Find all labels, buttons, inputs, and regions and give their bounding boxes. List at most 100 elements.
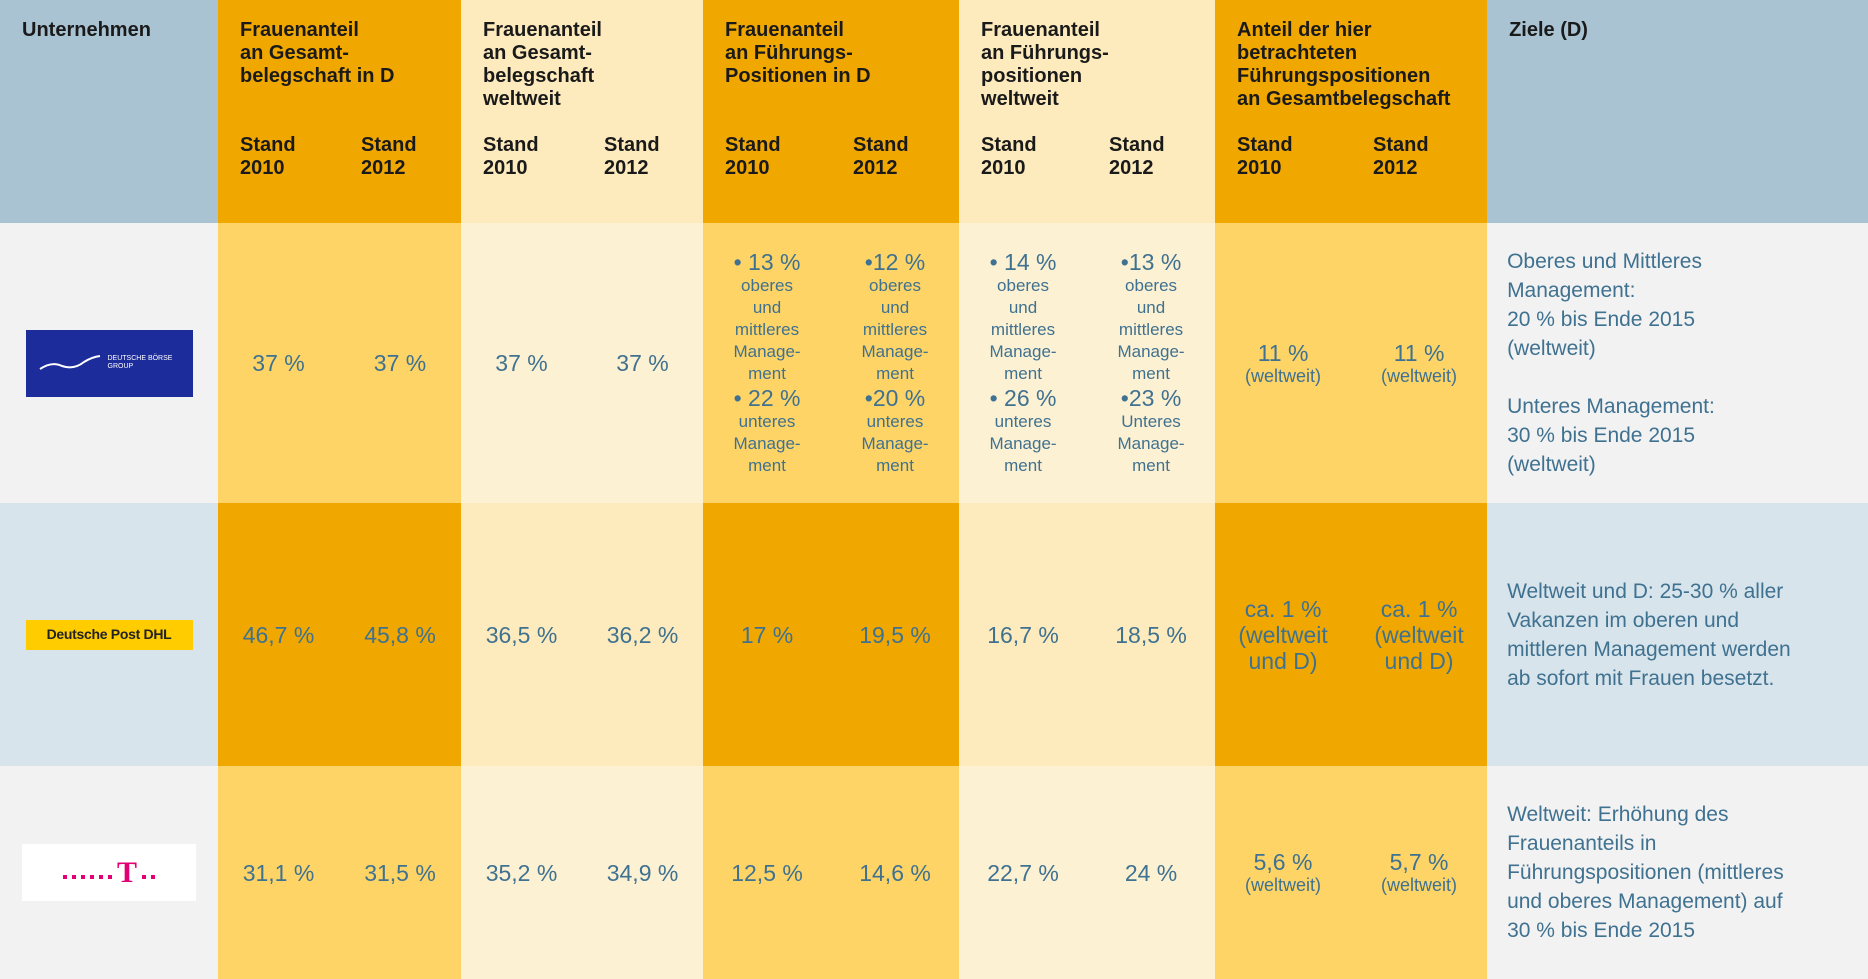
value: 36,2 %	[606, 621, 679, 648]
value: 14,6 %	[859, 859, 931, 886]
logo-dot	[71, 874, 76, 879]
value: 36,5 %	[485, 621, 558, 648]
value: 16,7 %	[987, 621, 1059, 648]
value: 37 %	[252, 350, 305, 376]
value-cell: •12 % oberes und mittleres Manage- ment •2…	[831, 223, 960, 503]
bullet-note: oberes und mittleres Manage- ment	[733, 276, 801, 383]
value-cell: 16,7 %	[959, 503, 1088, 766]
value: 19,5 %	[859, 621, 931, 648]
value: 45,8 %	[364, 621, 436, 648]
bullet-value: •23 %	[1120, 385, 1182, 411]
stand-label: Stand 2010	[703, 130, 832, 223]
logo-dot	[142, 874, 146, 879]
stand-label: Stand 2010	[218, 130, 339, 223]
value-note: (weltweit)	[1245, 365, 1322, 386]
value-cell: 31,5 %	[339, 766, 462, 979]
logo-dot	[62, 874, 67, 879]
value-cell: • 14 % oberes und mittleres Manage- ment •…	[959, 223, 1088, 503]
value-cell: 37 %	[339, 223, 462, 503]
data-row: Deutsche Post DHL 46,7 % 45,8 % 36,5 % 36,2 …	[0, 503, 1868, 766]
value-cell: 17 %	[703, 503, 832, 766]
goals-cell: Oberes und Mittleres Management: 20 % bi…	[1487, 223, 1868, 503]
logo-text: T	[116, 856, 137, 889]
value-cell: 12,5 %	[703, 766, 832, 979]
group-title: Frauenanteil an Gesamt- belegschaft welt…	[461, 0, 704, 130]
value-cell: 37 %	[582, 223, 704, 503]
stand-label: Stand 2012	[582, 130, 704, 223]
value: ca. 1 % (weltweit und D)	[1238, 595, 1328, 674]
logo-dot	[107, 874, 112, 879]
stand-label: Stand 2012	[1087, 130, 1216, 223]
value-cell: 11 % (weltweit)	[1215, 223, 1352, 503]
logo-wave	[38, 355, 100, 370]
value-note: (weltweit)	[1381, 875, 1458, 895]
value-note: (weltweit)	[1381, 365, 1458, 386]
value-cell: 37 %	[461, 223, 583, 503]
logo-dhl: Deutsche Post DHL	[25, 619, 193, 650]
logo-dot	[98, 874, 103, 879]
value: ca. 1 % (weltweit und D)	[1374, 595, 1464, 674]
value: 11 %	[1257, 339, 1309, 366]
value: 5,6 %	[1253, 849, 1313, 875]
logo-telekom: T	[22, 844, 196, 901]
bullet-note: oberes und mittleres Manage- ment	[1117, 276, 1185, 383]
value-cell: 24 %	[1087, 766, 1216, 979]
value-cell: ca. 1 % (weltweit und D)	[1215, 503, 1352, 766]
stand-label: Stand 2012	[1351, 130, 1488, 223]
goals-cell: Weltweit und D: 25-30 % aller Vakanzen i…	[1487, 503, 1868, 766]
logo-dot	[80, 874, 85, 879]
value: 37 %	[616, 350, 669, 376]
value: 24 %	[1124, 859, 1178, 886]
value-cell: ca. 1 % (weltweit und D)	[1351, 503, 1488, 766]
bullet-value: •12 %	[864, 249, 926, 275]
value-cell: 14,6 %	[831, 766, 960, 979]
stand-label: Stand 2010	[959, 130, 1088, 223]
data-row: DEUTSCHE BÖRSE GROUP 37 % 37 % 37 % 37 % • 13…	[0, 223, 1868, 503]
bullet-note: unteres Manage- ment	[989, 412, 1057, 475]
group-title: Frauenanteil an Führungs- positionen wel…	[959, 0, 1216, 130]
value: 46,7 %	[242, 621, 315, 648]
header-row: Stand 2010 Stand 2012 Stand 2010 Stand 2012…	[0, 130, 1868, 223]
bullet-value: • 13 %	[733, 249, 801, 275]
bullet-note: unteres Manage- ment	[733, 412, 801, 475]
value: 31,1 %	[242, 859, 315, 886]
value-cell: 36,5 %	[461, 503, 583, 766]
value-cell: 31,1 %	[218, 766, 339, 979]
value-cell: 11 % (weltweit)	[1351, 223, 1488, 503]
company-cell: Deutsche Post DHL	[0, 503, 218, 766]
value: 37 %	[495, 350, 548, 376]
logo-text: Deutsche Post DHL	[46, 626, 172, 642]
bullet-note: oberes und mittleres Manage- ment	[861, 276, 929, 383]
value-cell: • 13 % oberes und mittleres Manage- ment •…	[703, 223, 832, 503]
company-cell: DEUTSCHE BÖRSE GROUP	[0, 223, 218, 503]
value: 22,7 %	[987, 859, 1059, 886]
value: 11 %	[1393, 339, 1445, 366]
logo-deutsche-boerse: DEUTSCHE BÖRSE GROUP	[25, 329, 193, 397]
stand-label: Stand 2012	[831, 130, 960, 223]
value-cell: 5,6 % (weltweit)	[1215, 766, 1352, 979]
value: 12,5 %	[731, 859, 803, 886]
value-cell: 34,9 %	[582, 766, 704, 979]
value-cell: •13 % oberes und mittleres Manage- ment •2…	[1087, 223, 1216, 503]
company-cell: T	[0, 766, 218, 979]
value: 17 %	[740, 621, 794, 648]
bullet-note: unteres Manage- ment	[861, 412, 929, 475]
value: 5,7 %	[1389, 849, 1449, 875]
bullet-value: •13 %	[1120, 249, 1182, 275]
bullet-value: • 26 %	[989, 385, 1057, 411]
value-cell: 18,5 %	[1087, 503, 1216, 766]
value-note: (weltweit)	[1245, 875, 1322, 895]
value-cell: 36,2 %	[582, 503, 704, 766]
data-row: T 31,1 % 31,5 % 35,2 % 34,9 % 12,5 % 14,6 % 22,…	[0, 766, 1868, 979]
value: 31,5 %	[364, 859, 436, 886]
logo-dot	[89, 874, 94, 879]
value-cell: 46,7 %	[218, 503, 339, 766]
group-title: Anteil der hier betrachteten Führungspos…	[1215, 0, 1488, 130]
logo-dot	[151, 874, 155, 879]
goals-header: Ziele (D)	[1487, 0, 1868, 223]
header-row: Unternehmen Frauenanteil an Gesamt- beleg…	[0, 0, 1868, 223]
value-cell: 22,7 %	[959, 766, 1088, 979]
value-cell: 19,5 %	[831, 503, 960, 766]
